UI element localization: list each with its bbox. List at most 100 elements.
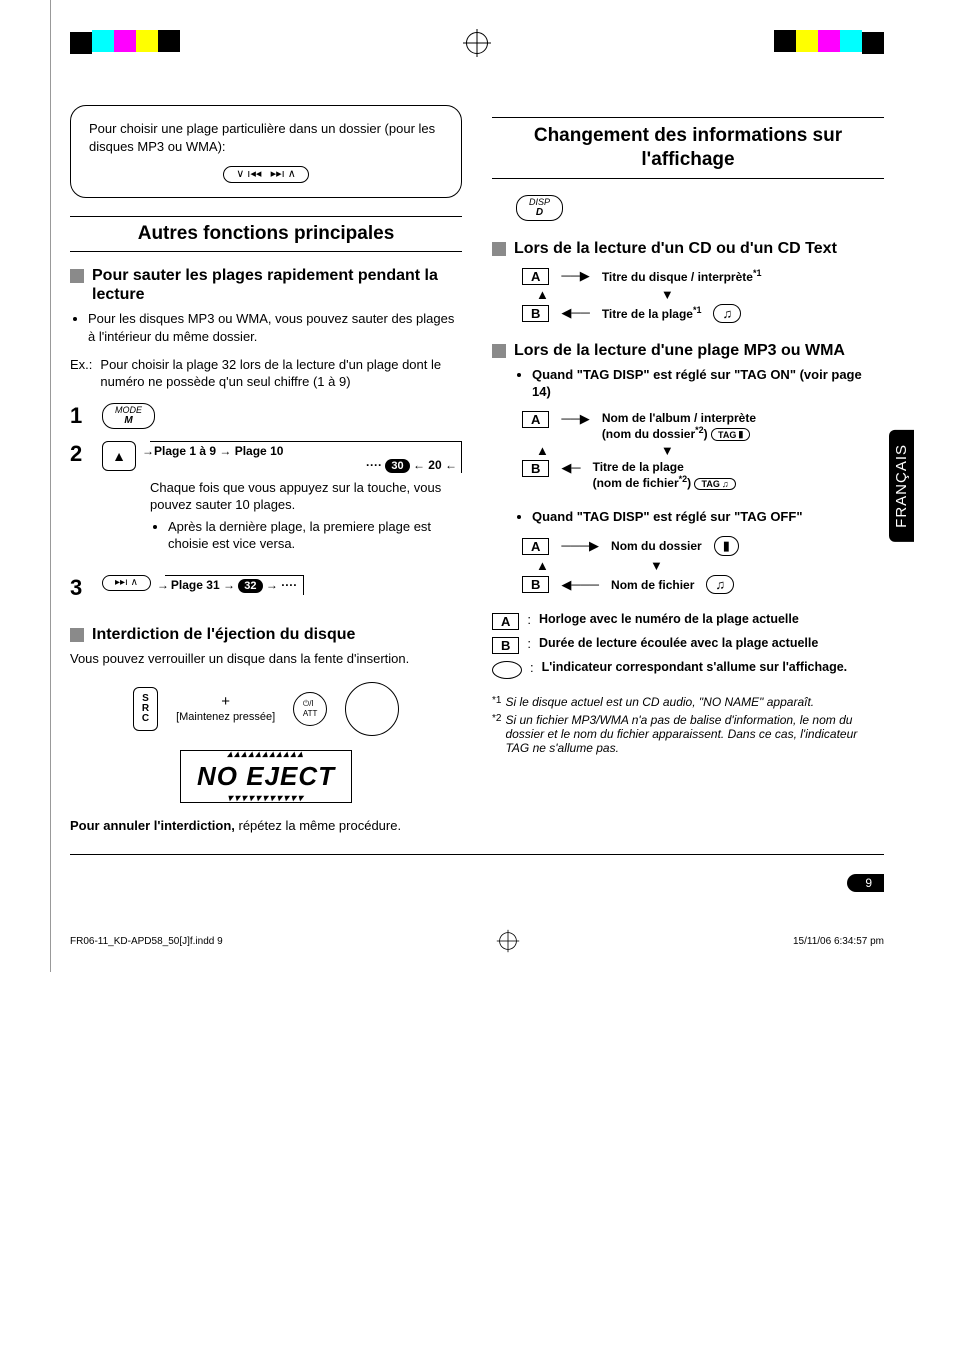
up-button[interactable]: ▲ [102, 441, 136, 471]
example-block: Ex.: Pour choisir la plage 32 lors de la… [70, 356, 462, 391]
square-bullet-icon [70, 269, 84, 283]
box-a: A [522, 538, 549, 555]
square-bullet-icon [492, 242, 506, 256]
footnotes: *1 Si le disque actuel est un CD audio, … [492, 695, 884, 755]
on-b: Titre de la plage [593, 460, 684, 474]
step-1: 1 MODE M [70, 403, 462, 429]
on-a-sub: (nom du dossier [602, 427, 695, 441]
note-icon: ♫ [713, 304, 741, 323]
eject-heading-text: Interdiction de l'éjection du disque [92, 625, 355, 644]
next-track-button[interactable]: ▸▸ı ∧ [102, 575, 151, 591]
crop-line [50, 0, 51, 972]
box-b: B [522, 305, 549, 322]
cd-a-label: Titre du disque / interprète [602, 270, 753, 284]
skip-heading: Pour sauter les plages rapidement pendan… [70, 266, 462, 304]
fn2-mark: *2 [492, 713, 501, 755]
step-2: 2 ▲ → Plage 1 à 9 → Plage 10 ···· 30 ← 2… [70, 441, 462, 563]
skip-bullet-list: Pour les disques MP3 ou WMA, vous pouvez… [70, 310, 462, 345]
mode-letter: M [124, 416, 132, 426]
language-tab: FRANÇAIS [889, 430, 914, 542]
footer-left: FR06-11_KD-APD58_50[J]f.indd 9 [70, 936, 223, 947]
step-3: 3 ▸▸ı ∧ → Plage 31 → 32 → ···· [70, 575, 462, 601]
folder-track-note: Pour choisir une plage particulière dans… [70, 105, 462, 198]
mp3-heading-text: Lors de la lecture d'une plage MP3 ou WM… [514, 341, 845, 360]
flow-a: Plage 1 à 9 [154, 444, 216, 458]
src-button[interactable]: S R C [133, 687, 158, 731]
disp-label: DISP [529, 198, 550, 207]
folder-icon: ▮ [714, 536, 739, 556]
fn1-mark: *1 [492, 695, 501, 709]
eject-intro: Vous pouvez verrouiller un disque dans l… [70, 650, 462, 668]
flow-pill: 30 [385, 459, 409, 473]
no-eject-display: NO EJECT [70, 750, 462, 803]
cancel-rest: répétez la même procédure. [235, 818, 401, 833]
hold-text: [Maintenez pressée] [176, 710, 275, 725]
eject-controls: S R C + [Maintenez pressée] ⏻/IATT [70, 682, 462, 736]
box-b: B [522, 576, 549, 593]
fn1: Si le disque actuel est un CD audio, "NO… [505, 695, 814, 709]
page-number: 9 [70, 875, 884, 890]
example-label: Ex.: [70, 356, 92, 391]
right-column: Changement des informations sur l'affich… [492, 105, 884, 834]
step3-flow: → Plage 31 → 32 → ···· [165, 575, 304, 595]
skip-bullet: Pour les disques MP3 ou WMA, vous pouvez… [88, 310, 462, 345]
cancel-bold: Pour annuler l'interdiction, [70, 818, 235, 833]
disp-letter: D [536, 208, 543, 218]
sup: *1 [693, 305, 702, 315]
box-a: A [522, 268, 549, 285]
on-a: Nom de l'album / interprète [602, 411, 756, 425]
example-text: Pour choisir la plage 32 lors de la lect… [100, 356, 462, 391]
box-b: B [522, 460, 549, 477]
disp-button-area: DISP D [516, 193, 884, 221]
step2-bullet: Après la dernière plage, la premiere pla… [168, 518, 462, 553]
mode-label: MODE [115, 406, 142, 415]
square-bullet-icon [70, 628, 84, 642]
tag-on-text: Quand "TAG DISP" est réglé sur "TAG ON" … [532, 366, 884, 401]
fn2: Si un fichier MP3/WMA n'a pas de balise … [505, 713, 884, 755]
tag-on-diagram: A ──▶ Nom de l'album / interprète (nom d… [522, 411, 884, 491]
att-button[interactable]: ⏻/IATT [293, 692, 327, 726]
section-title-display: Changement des informations sur l'affich… [492, 117, 884, 179]
step-number: 1 [70, 403, 88, 429]
on-b-sub: (nom de fichier [593, 476, 679, 490]
flow3-pill: 32 [238, 579, 262, 593]
prev-next-button[interactable]: ∨ ı◂◂ ▸▸ı ∧ [223, 166, 309, 183]
dial[interactable] [345, 682, 399, 736]
note-text: Pour choisir une plage particulière dans… [89, 120, 443, 155]
square-bullet-icon [492, 344, 506, 358]
step2-flow: → Plage 1 à 9 → Plage 10 ···· 30 ← 20 ← [150, 441, 462, 473]
tag-note-icon: TAG♫ [694, 478, 735, 490]
legend: A : Horloge avec le numéro de la plage a… [492, 612, 884, 679]
mode-button[interactable]: MODE M [102, 403, 155, 429]
flow3-a: Plage 31 [171, 578, 220, 592]
box-a: A [522, 411, 549, 428]
plus-text: + [176, 693, 275, 710]
off-a: Nom du dossier [611, 539, 702, 553]
section-title-main: Autres fonctions principales [70, 216, 462, 252]
eject-heading: Interdiction de l'éjection du disque [70, 625, 462, 644]
note-icon: ♫ [706, 575, 734, 594]
cd-diagram: A ──▶ Titre du disque / interprète*1 ▲ ▼… [522, 268, 884, 323]
legend-a-box: A [492, 613, 519, 630]
flow-c: 20 [428, 458, 441, 472]
tag-off-diagram: A ───▶ Nom du dossier ▮ ▲ ▼ B ◀─── Nom d… [522, 536, 884, 594]
cd-heading: Lors de la lecture d'un CD ou d'un CD Te… [492, 239, 884, 258]
left-column: Pour choisir une plage particulière dans… [70, 105, 462, 834]
legend-b: Durée de lecture écoulée avec la plage a… [539, 636, 818, 650]
step-number: 3 [70, 575, 88, 601]
sup: *2 [695, 425, 704, 435]
step-number: 2 [70, 441, 88, 467]
cd-heading-text: Lors de la lecture d'un CD ou d'un CD Te… [514, 239, 837, 258]
skip-heading-text: Pour sauter les plages rapidement pendan… [92, 266, 462, 304]
legend-a: Horloge avec le numéro de la plage actue… [539, 612, 799, 626]
disp-button[interactable]: DISP D [516, 195, 563, 221]
crosshair-icon [499, 932, 517, 950]
cancel-text: Pour annuler l'interdiction, répétez la … [70, 817, 462, 835]
registration-marks [70, 30, 884, 55]
sup: *1 [753, 268, 762, 278]
step2-text: Chaque fois que vous appuyez sur la touc… [150, 479, 462, 514]
footer: FR06-11_KD-APD58_50[J]f.indd 9 15/11/06 … [70, 930, 884, 952]
flow-b: Plage 10 [235, 444, 284, 458]
tag-off-text: Quand "TAG DISP" est réglé sur "TAG OFF" [532, 508, 884, 526]
off-b: Nom de fichier [611, 578, 694, 592]
